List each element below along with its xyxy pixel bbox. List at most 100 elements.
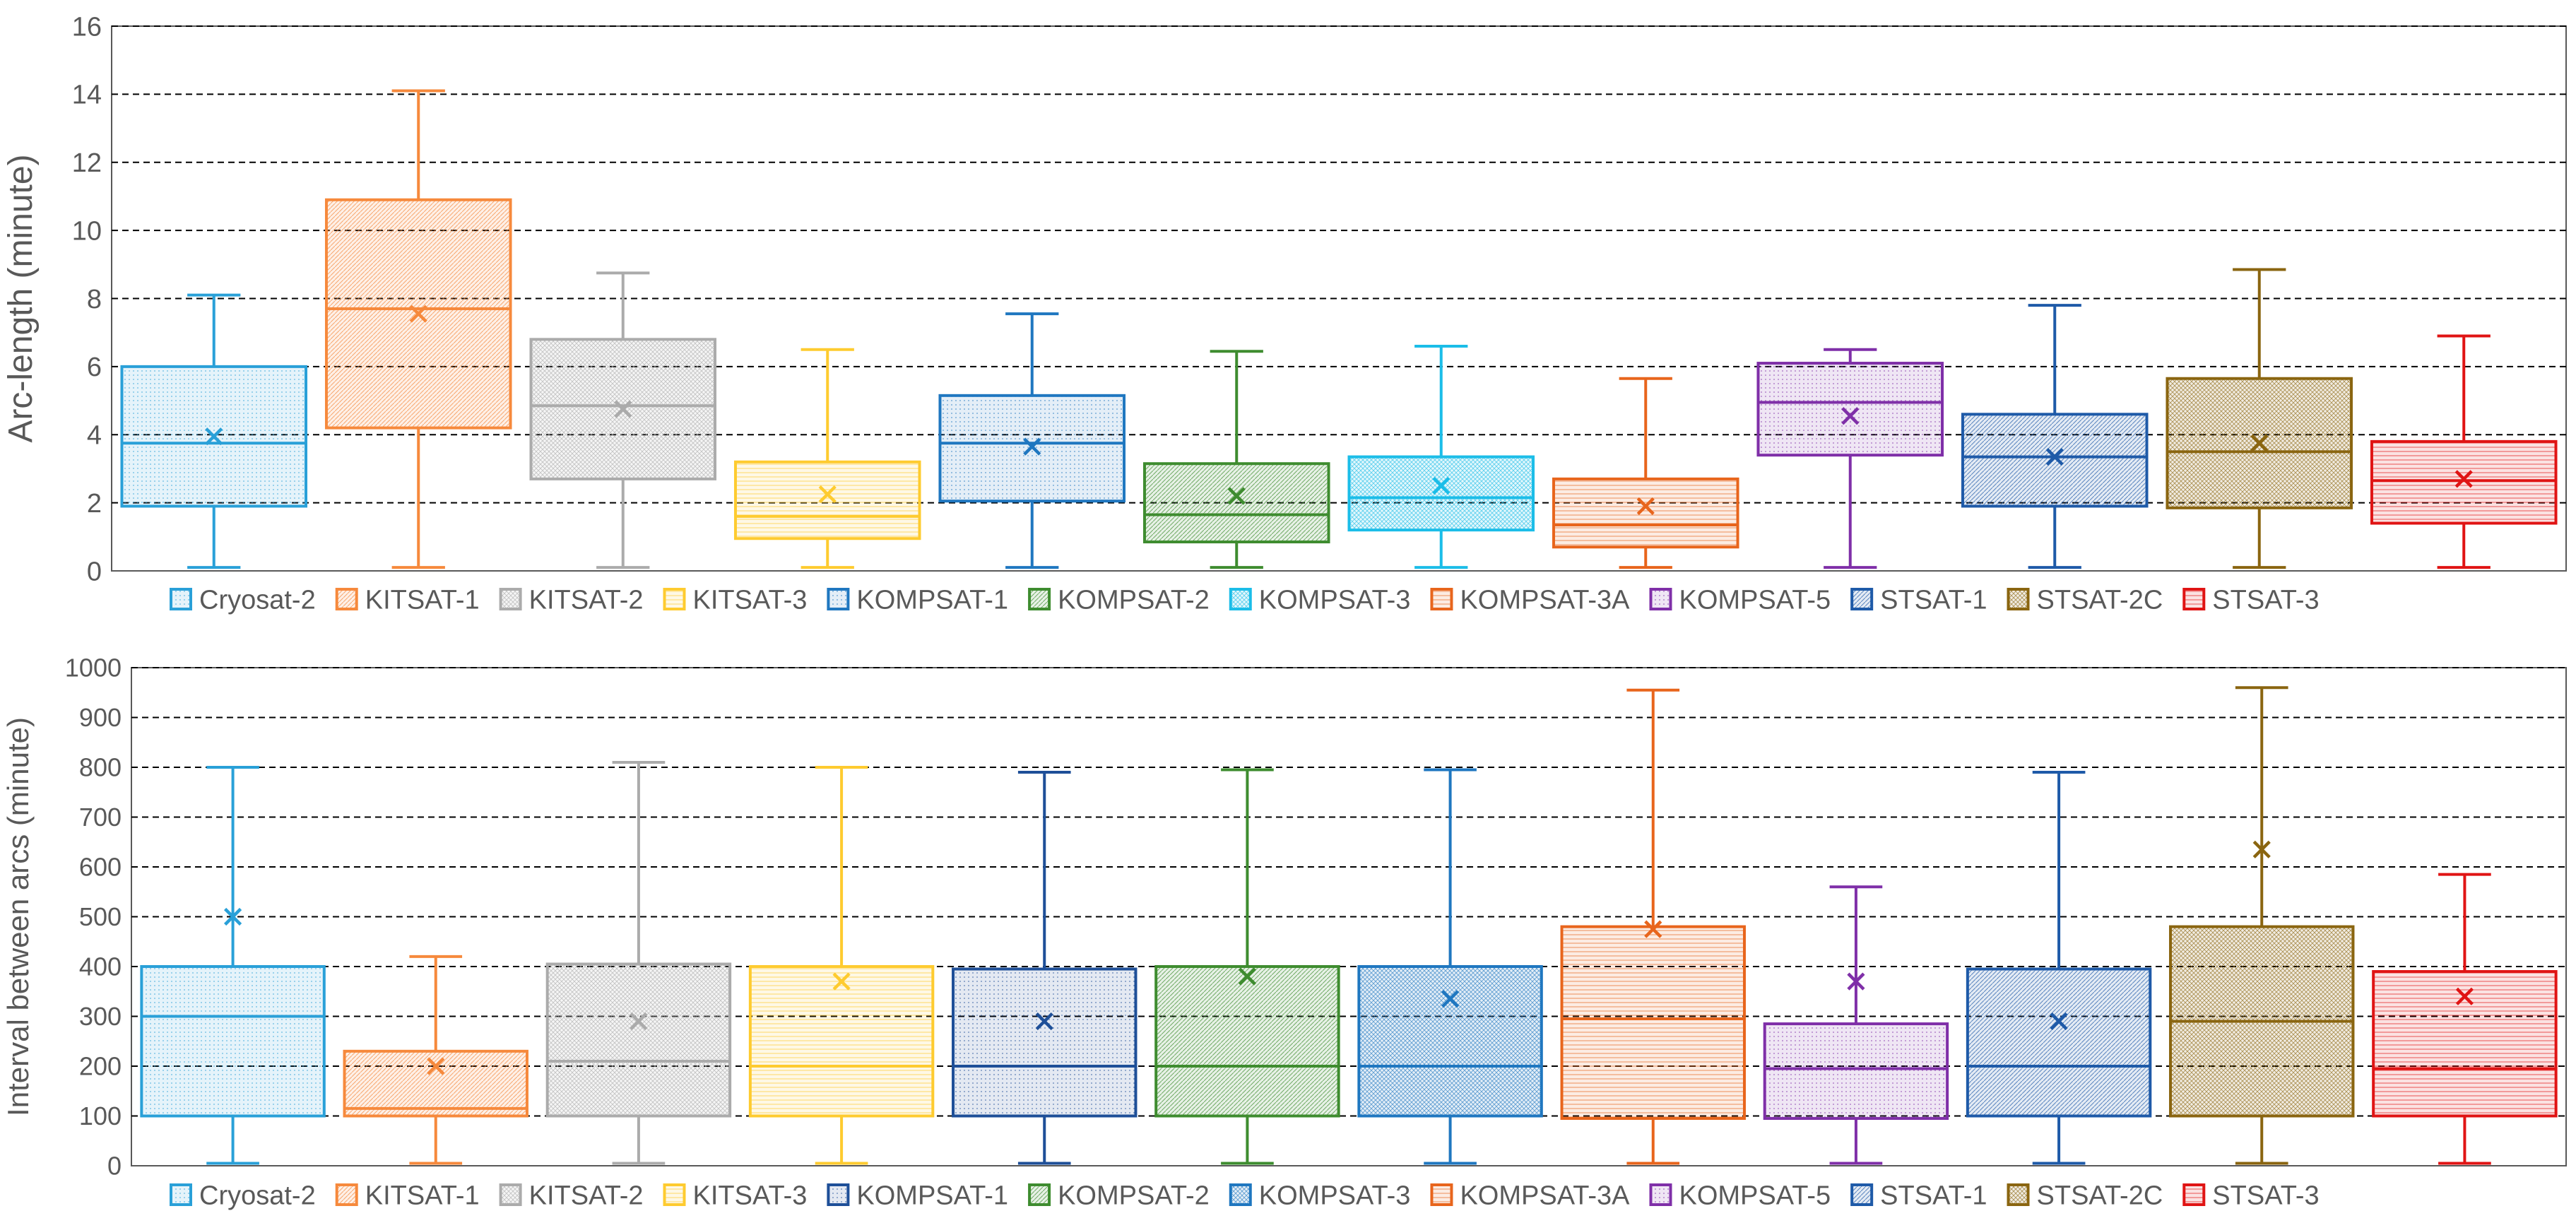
legend-swatch	[1028, 1183, 1051, 1206]
legend-item-kompsat-2: KOMPSAT-2	[1028, 1181, 1210, 1211]
legend-item-kompsat-5: KOMPSAT-5	[1649, 1181, 1831, 1211]
y-tick-label: 200	[79, 1052, 122, 1081]
legend: Cryosat-2 KITSAT-1 KITSAT-2 KITSAT-3 KOMPSAT…	[170, 1181, 2320, 1211]
mean-marker	[2250, 434, 2269, 452]
arc-length-chart: 0 2 4 6 8 10 12 14 16 Arc-length (minute) Cryosat-…	[2, 12, 2567, 615]
box-kitsat-1	[324, 89, 512, 569]
y-axis-label: Interval between arcs (minute)	[1, 717, 35, 1116]
box-kompsat-3	[1357, 768, 1543, 1165]
box-kitsat-2	[529, 271, 717, 569]
legend-item-kitsat-2: KITSAT-2	[499, 1181, 644, 1211]
y-tick-label: 400	[79, 952, 122, 981]
mean-marker	[2252, 840, 2271, 858]
iqr-box	[1347, 455, 1535, 532]
legend-swatch	[663, 1183, 686, 1206]
mean-marker	[1035, 1012, 1053, 1031]
box-kompsat-3a	[1552, 377, 1739, 569]
legend-item-stsat-3: STSAT-3	[2182, 586, 2320, 615]
y-tick-label: 12	[72, 148, 102, 178]
legend-label: KOMPSAT-1	[856, 586, 1008, 615]
y-tick-label: 10	[72, 216, 102, 246]
box-stsat-3	[2370, 334, 2558, 569]
legend-label: KITSAT-2	[529, 586, 644, 615]
box-stsat-1	[1961, 304, 2149, 569]
legend-label: KOMPSAT-5	[1679, 1181, 1831, 1211]
legend-item-stsat-1: STSAT-1	[1850, 586, 1987, 615]
box-stsat-3	[2372, 873, 2558, 1165]
box-kompsat-3	[1347, 344, 1535, 569]
y-tick-label: 14	[72, 81, 102, 110]
mean-marker	[2050, 1012, 2068, 1031]
interval-chart: 0 100 200 300 400 500 600 700 800 900 1000 Interval…	[1, 654, 2567, 1211]
legend-swatch	[499, 1183, 522, 1206]
legend-item-kitsat-1: KITSAT-1	[335, 586, 480, 615]
y-tick-label: 800	[79, 753, 122, 782]
box-stsat-2c	[2166, 268, 2353, 569]
box-kitsat-1	[343, 955, 528, 1165]
legend-swatch	[2007, 588, 2030, 610]
mean-marker	[1841, 407, 1860, 425]
y-tick-label: 4	[87, 421, 102, 451]
iqr-box	[952, 967, 1138, 1118]
iqr-box	[1756, 362, 1944, 457]
box-kompsat-2	[1142, 350, 1330, 569]
box-cryosat-2	[120, 293, 308, 569]
iqr-box	[748, 965, 935, 1118]
legend-label: KOMPSAT-3A	[1460, 586, 1630, 615]
legend-swatch	[335, 1183, 358, 1206]
mean-marker	[2045, 447, 2064, 466]
mean-marker	[2454, 470, 2473, 488]
legend-swatch	[1850, 1183, 1874, 1206]
mean-marker	[630, 1012, 648, 1031]
legend-label: STSAT-2C	[2037, 586, 2163, 615]
legend-swatch	[663, 588, 686, 610]
y-tick-label: 8	[87, 285, 102, 314]
iqr-box	[1763, 1022, 1949, 1121]
legend-swatch	[1850, 588, 1874, 610]
legend-label: Cryosat-2	[199, 586, 316, 615]
mean-marker	[223, 907, 242, 926]
legend-item-kompsat-3a: KOMPSAT-3A	[1430, 586, 1630, 615]
legend-swatch	[1649, 1183, 1672, 1206]
legend-swatch	[170, 588, 192, 610]
y-tick-label: 0	[87, 557, 102, 586]
legend-item-stsat-3: STSAT-3	[2182, 1181, 2320, 1211]
legend-swatch	[335, 588, 358, 610]
legend-swatch	[2182, 1183, 2206, 1206]
iqr-box	[2370, 439, 2558, 525]
legend-label: KOMPSAT-2	[1058, 1181, 1210, 1211]
legend-swatch	[1649, 588, 1672, 610]
box-kompsat-5	[1763, 885, 1949, 1165]
mean-marker	[614, 400, 632, 418]
legend-item-kompsat-3: KOMPSAT-3	[1229, 586, 1410, 615]
legend-item-stsat-1: STSAT-1	[1850, 1181, 1987, 1211]
iqr-box	[733, 460, 921, 540]
iqr-box	[1154, 965, 1340, 1118]
legend: Cryosat-2 KITSAT-1 KITSAT-2 KITSAT-3 KOMPSAT…	[170, 586, 2320, 615]
legend-swatch	[1028, 588, 1051, 610]
y-tick-label: 100	[79, 1101, 122, 1130]
legend-label: KOMPSAT-2	[1058, 586, 1210, 615]
y-tick-label: 2	[87, 489, 102, 519]
legend-item-kitsat-1: KITSAT-1	[335, 1181, 480, 1211]
y-tick-label: 0	[107, 1152, 122, 1181]
mean-marker	[1023, 437, 1041, 456]
legend-item-kitsat-2: KITSAT-2	[499, 586, 644, 615]
box-kompsat-2	[1154, 768, 1340, 1165]
iqr-box	[1966, 967, 2152, 1118]
y-tick-label: 700	[79, 803, 122, 832]
legend-swatch	[827, 588, 850, 610]
y-tick-label: 300	[79, 1002, 122, 1031]
y-axis-label: Arc-length (minute)	[2, 154, 40, 442]
iqr-box	[140, 965, 326, 1118]
mean-marker	[1644, 920, 1662, 938]
box-stsat-2c	[2169, 686, 2355, 1165]
box-kompsat-1	[952, 771, 1138, 1165]
iqr-box	[1552, 477, 1739, 549]
mean-marker	[832, 972, 851, 991]
box-kitsat-2	[545, 760, 732, 1165]
y-tick-label: 1000	[65, 654, 122, 683]
y-tick-label: 900	[79, 703, 122, 732]
legend-label: KOMPSAT-1	[856, 1181, 1008, 1211]
legend-swatch	[1430, 588, 1453, 610]
